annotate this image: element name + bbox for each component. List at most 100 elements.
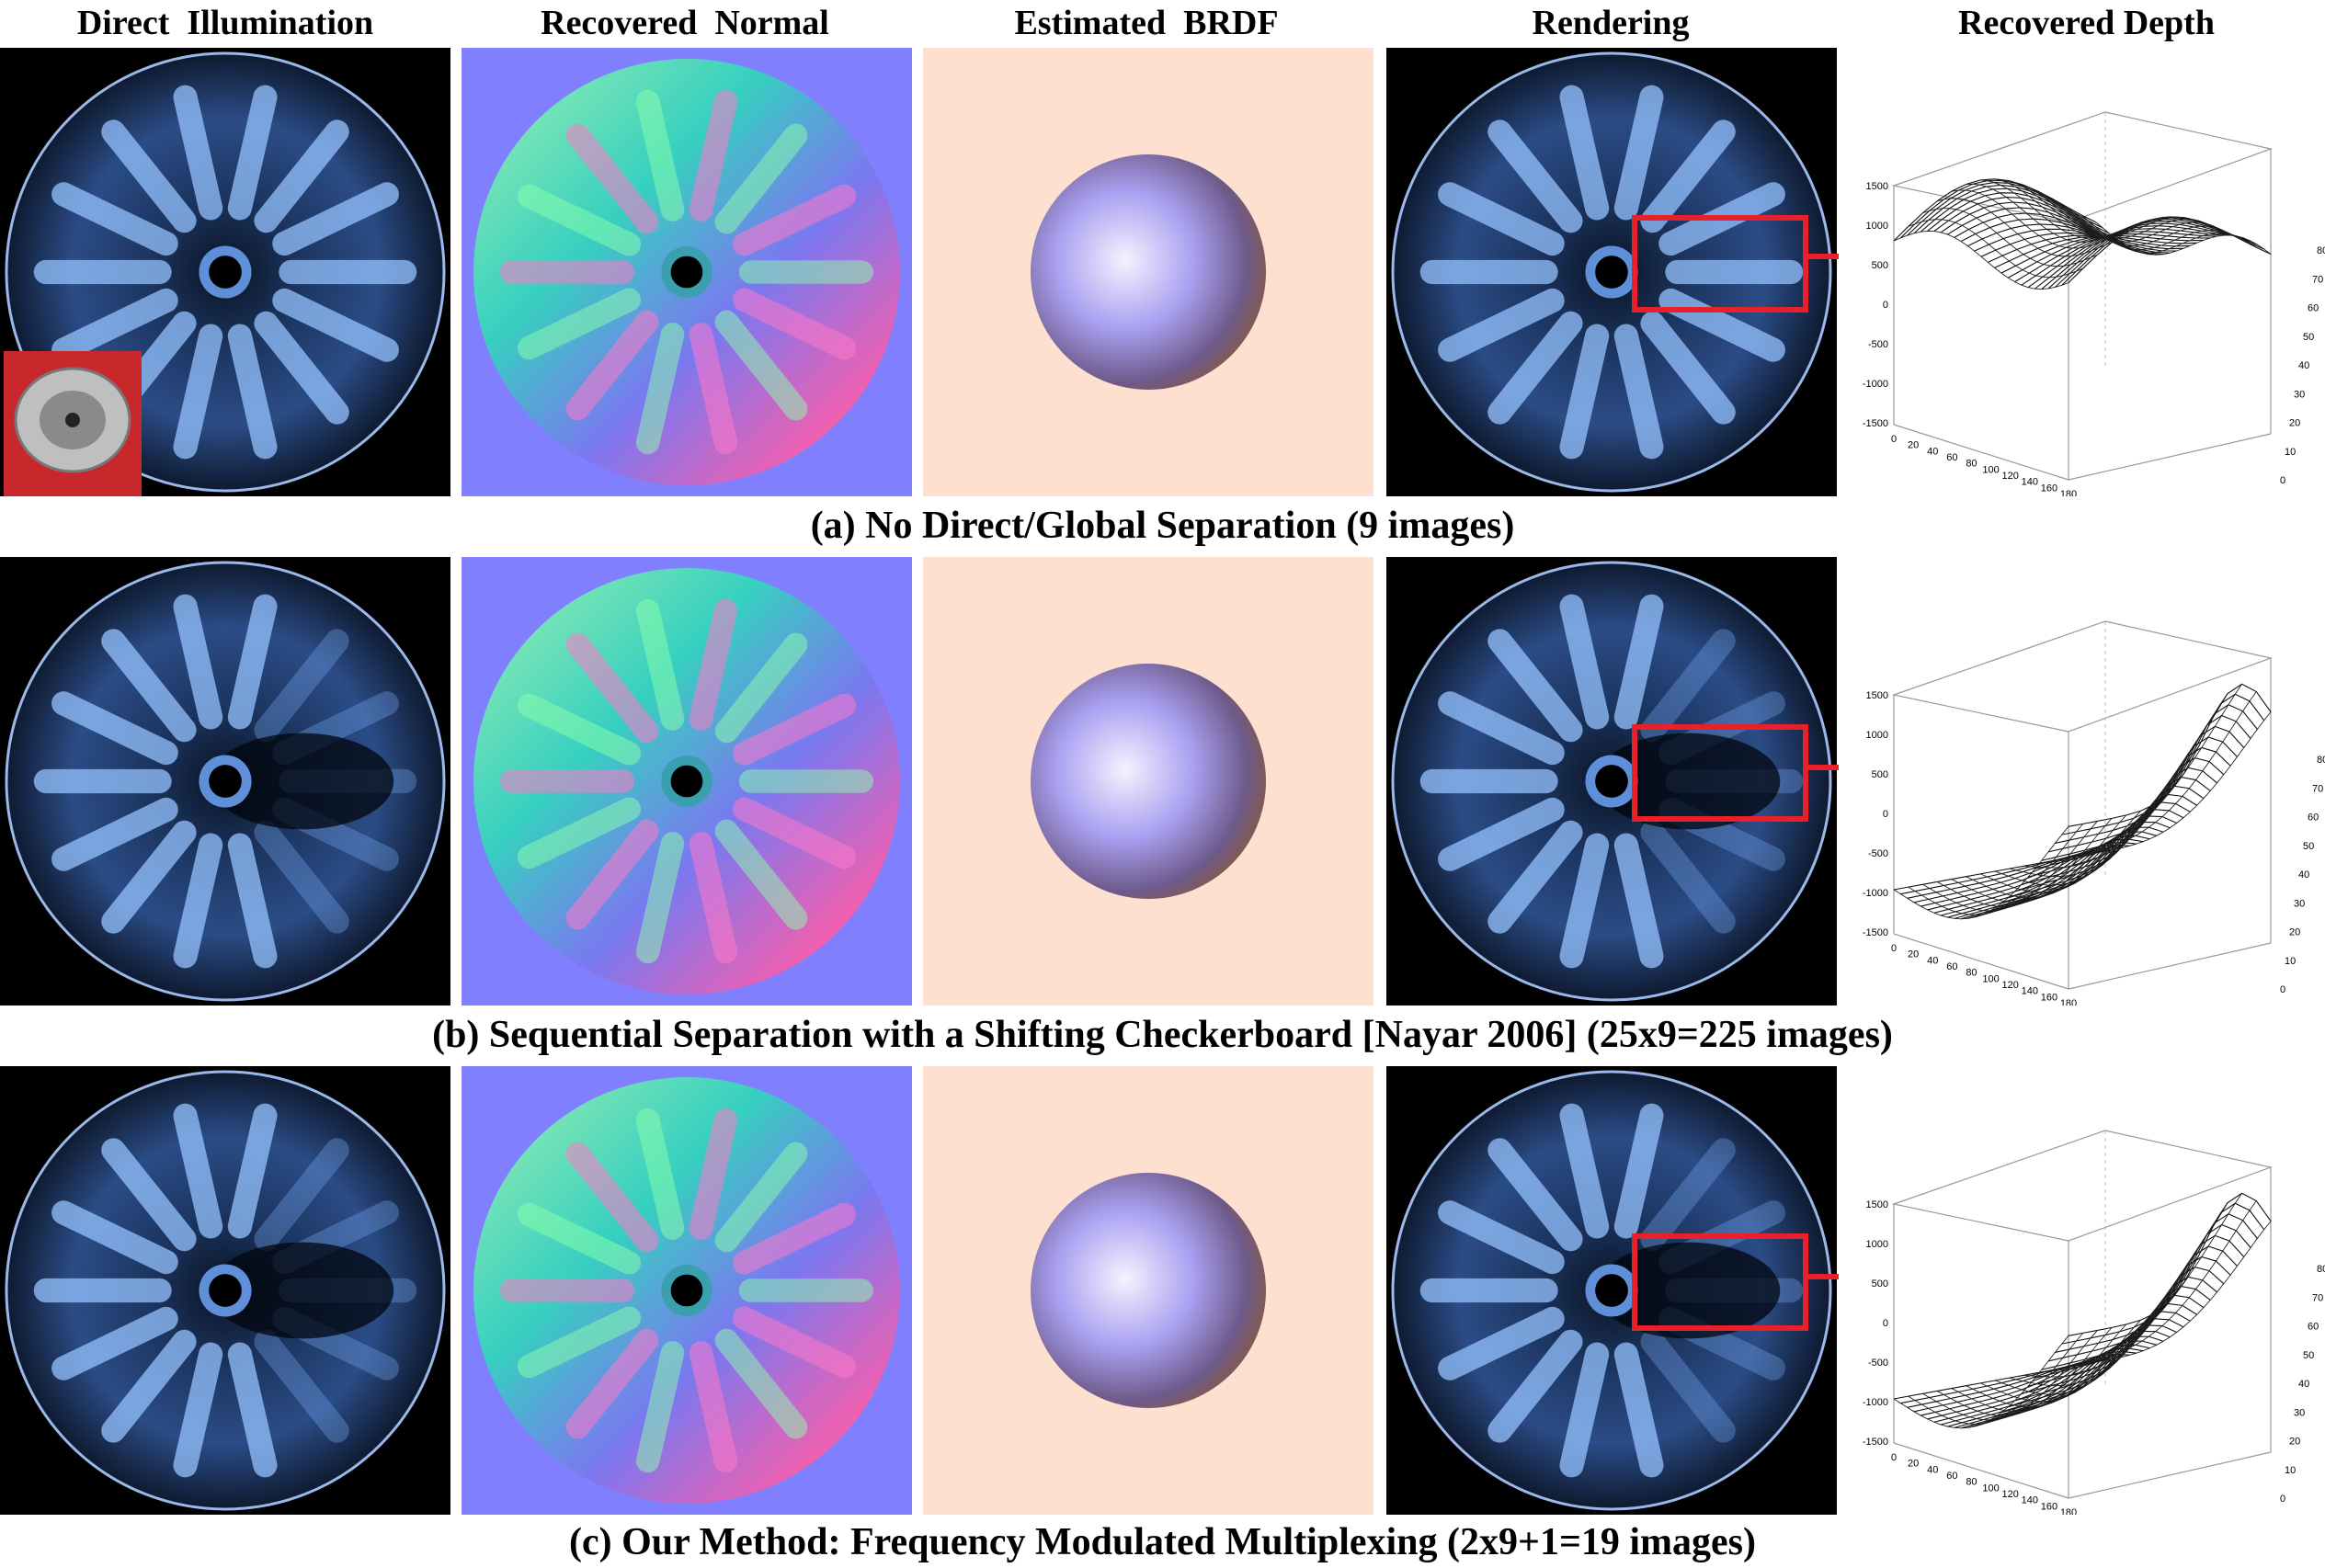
y-tick-label: 20 — [2289, 1437, 2300, 1448]
x-tick-label: 140 — [2022, 477, 2038, 488]
y-tick-label: 10 — [2285, 1465, 2296, 1476]
z-tick-label: 1000 — [1866, 1239, 1888, 1250]
rendering-image — [1386, 48, 1837, 496]
y-tick-label: 60 — [2308, 812, 2319, 824]
z-tick-label: 500 — [1872, 1278, 1888, 1290]
z-tick-label: 0 — [1883, 300, 1888, 311]
highlight-box — [1632, 1233, 1808, 1331]
y-tick-label: 70 — [2312, 274, 2323, 285]
x-tick-label: 40 — [1927, 955, 1938, 966]
rendered-pan — [1391, 561, 1832, 1002]
inset-photo — [4, 351, 142, 496]
y-tick-label: 30 — [2294, 1407, 2305, 1418]
x-tick-label: 40 — [1927, 1464, 1938, 1475]
y-tick-label: 80 — [2317, 1264, 2325, 1275]
title-recovered-normal: Recovered Normal — [541, 4, 829, 42]
bundt-pan — [5, 561, 446, 1002]
depth-surface — [1893, 1192, 2272, 1429]
title-direct-illumination: Direct Illumination — [76, 4, 374, 42]
z-tick-label: 1500 — [1866, 181, 1888, 192]
estimated-brdf-image — [923, 1066, 1373, 1515]
x-tick-label: 120 — [2001, 1489, 2018, 1500]
x-tick-label: 0 — [1891, 943, 1897, 954]
x-tick-label: 60 — [1946, 452, 1957, 463]
recovered-depth-plot: 1500 1000 500 0 -500 -1000 -1500 0 20 40 60 80 100 12… — [1839, 1066, 2325, 1515]
title-recovered-depth: Recovered Depth — [1958, 4, 2215, 42]
y-tick-label: 50 — [2303, 332, 2314, 343]
x-tick-label: 140 — [2022, 986, 2038, 997]
brdf-sphere — [1031, 1173, 1266, 1408]
y-tick-label: 60 — [2308, 303, 2319, 314]
y-tick-label: 0 — [2280, 475, 2285, 486]
estimated-brdf-image — [923, 557, 1373, 1006]
title-estimated-brdf: Estimated BRDF — [1014, 4, 1279, 42]
x-tick-label: 100 — [1982, 464, 1999, 475]
direct-illumination-image — [0, 48, 450, 496]
x-tick-label: 60 — [1946, 961, 1957, 972]
highlight-box — [1632, 724, 1808, 822]
z-tick-label: 500 — [1872, 260, 1888, 271]
bundt-pan — [5, 1070, 446, 1511]
z-tick-label: 1500 — [1866, 690, 1888, 701]
y-tick-label: 30 — [2294, 389, 2305, 400]
x-tick-label: 80 — [1966, 459, 1977, 470]
x-tick-label: 0 — [1891, 1452, 1897, 1463]
y-tick-label: 0 — [2280, 1494, 2285, 1505]
x-tick-label: 180 — [2060, 489, 2077, 496]
y-tick-label: 10 — [2285, 956, 2296, 967]
depth-surface — [1893, 178, 2272, 290]
depth-plot: 150010005000-500-1000-150002040608010012… — [1863, 620, 2325, 1006]
caption-row-b: (b) Sequential Separation with a Shiftin… — [432, 1014, 1893, 1056]
z-tick-label: -500 — [1868, 848, 1888, 859]
estimated-brdf-image — [923, 48, 1373, 496]
x-tick-label: 180 — [2060, 998, 2077, 1006]
recovered-depth-plot: 1500 1000 500 0 -500 -1000 -1500 0 20 40 60 80 100 12… — [1839, 48, 2325, 496]
x-tick-label: 140 — [2022, 1495, 2038, 1506]
direct-illumination-image — [0, 1066, 450, 1515]
z-tick-label: -500 — [1868, 339, 1888, 350]
recovered-normal-image — [462, 1066, 912, 1515]
rendered-pan — [1391, 51, 1832, 493]
y-tick-label: 80 — [2317, 755, 2325, 766]
y-tick-label: 40 — [2298, 869, 2309, 881]
z-tick-label: 1000 — [1866, 730, 1888, 741]
z-tick-label: -500 — [1868, 1358, 1888, 1369]
x-tick-label: 20 — [1908, 440, 1919, 451]
z-tick-label: 1000 — [1866, 221, 1888, 232]
brdf-sphere — [1031, 154, 1266, 390]
recovered-depth-plot: 1500 1000 500 0 -500 -1000 -1500 0 20 40 60 80 100 12… — [1839, 557, 2325, 1006]
rendering-image — [1386, 557, 1837, 1006]
z-tick-label: -1500 — [1863, 927, 1888, 938]
z-tick-label: 0 — [1883, 809, 1888, 820]
rendered-pan — [1391, 1070, 1832, 1511]
recovered-normal-image — [462, 48, 912, 496]
y-tick-label: 80 — [2317, 245, 2325, 256]
x-tick-label: 160 — [2041, 992, 2057, 1003]
highlight-box — [1632, 215, 1808, 312]
z-tick-label: 0 — [1883, 1318, 1888, 1329]
title-rendering: Rendering — [1532, 4, 1690, 42]
y-tick-label: 0 — [2280, 984, 2285, 995]
x-tick-label: 80 — [1966, 1477, 1977, 1488]
z-tick-label: -1000 — [1863, 1397, 1888, 1408]
y-tick-label: 70 — [2312, 783, 2323, 794]
normal-map — [473, 1077, 900, 1504]
z-tick-label: -1000 — [1863, 379, 1888, 390]
rendering-image — [1386, 1066, 1837, 1515]
caption-row-c: (c) Our Method: Frequency Modulated Mult… — [568, 1521, 1757, 1563]
y-tick-label: 40 — [2298, 1379, 2309, 1390]
x-tick-label: 100 — [1982, 973, 1999, 984]
depth-plot: 150010005000-500-1000-150002040608010012… — [1863, 1130, 2325, 1515]
brdf-sphere — [1031, 664, 1266, 899]
y-tick-label: 10 — [2285, 447, 2296, 458]
z-tick-label: 1500 — [1866, 1199, 1888, 1210]
x-tick-label: 100 — [1982, 1483, 1999, 1494]
depth-plot: 150010005000-500-1000-150002040608010012… — [1863, 111, 2325, 496]
normal-map — [473, 568, 900, 994]
normal-map — [473, 59, 900, 485]
z-tick-label: 500 — [1872, 769, 1888, 780]
x-tick-label: 180 — [2060, 1507, 2077, 1515]
x-tick-label: 20 — [1908, 949, 1919, 960]
x-tick-label: 20 — [1908, 1459, 1919, 1470]
z-tick-label: -1500 — [1863, 418, 1888, 429]
